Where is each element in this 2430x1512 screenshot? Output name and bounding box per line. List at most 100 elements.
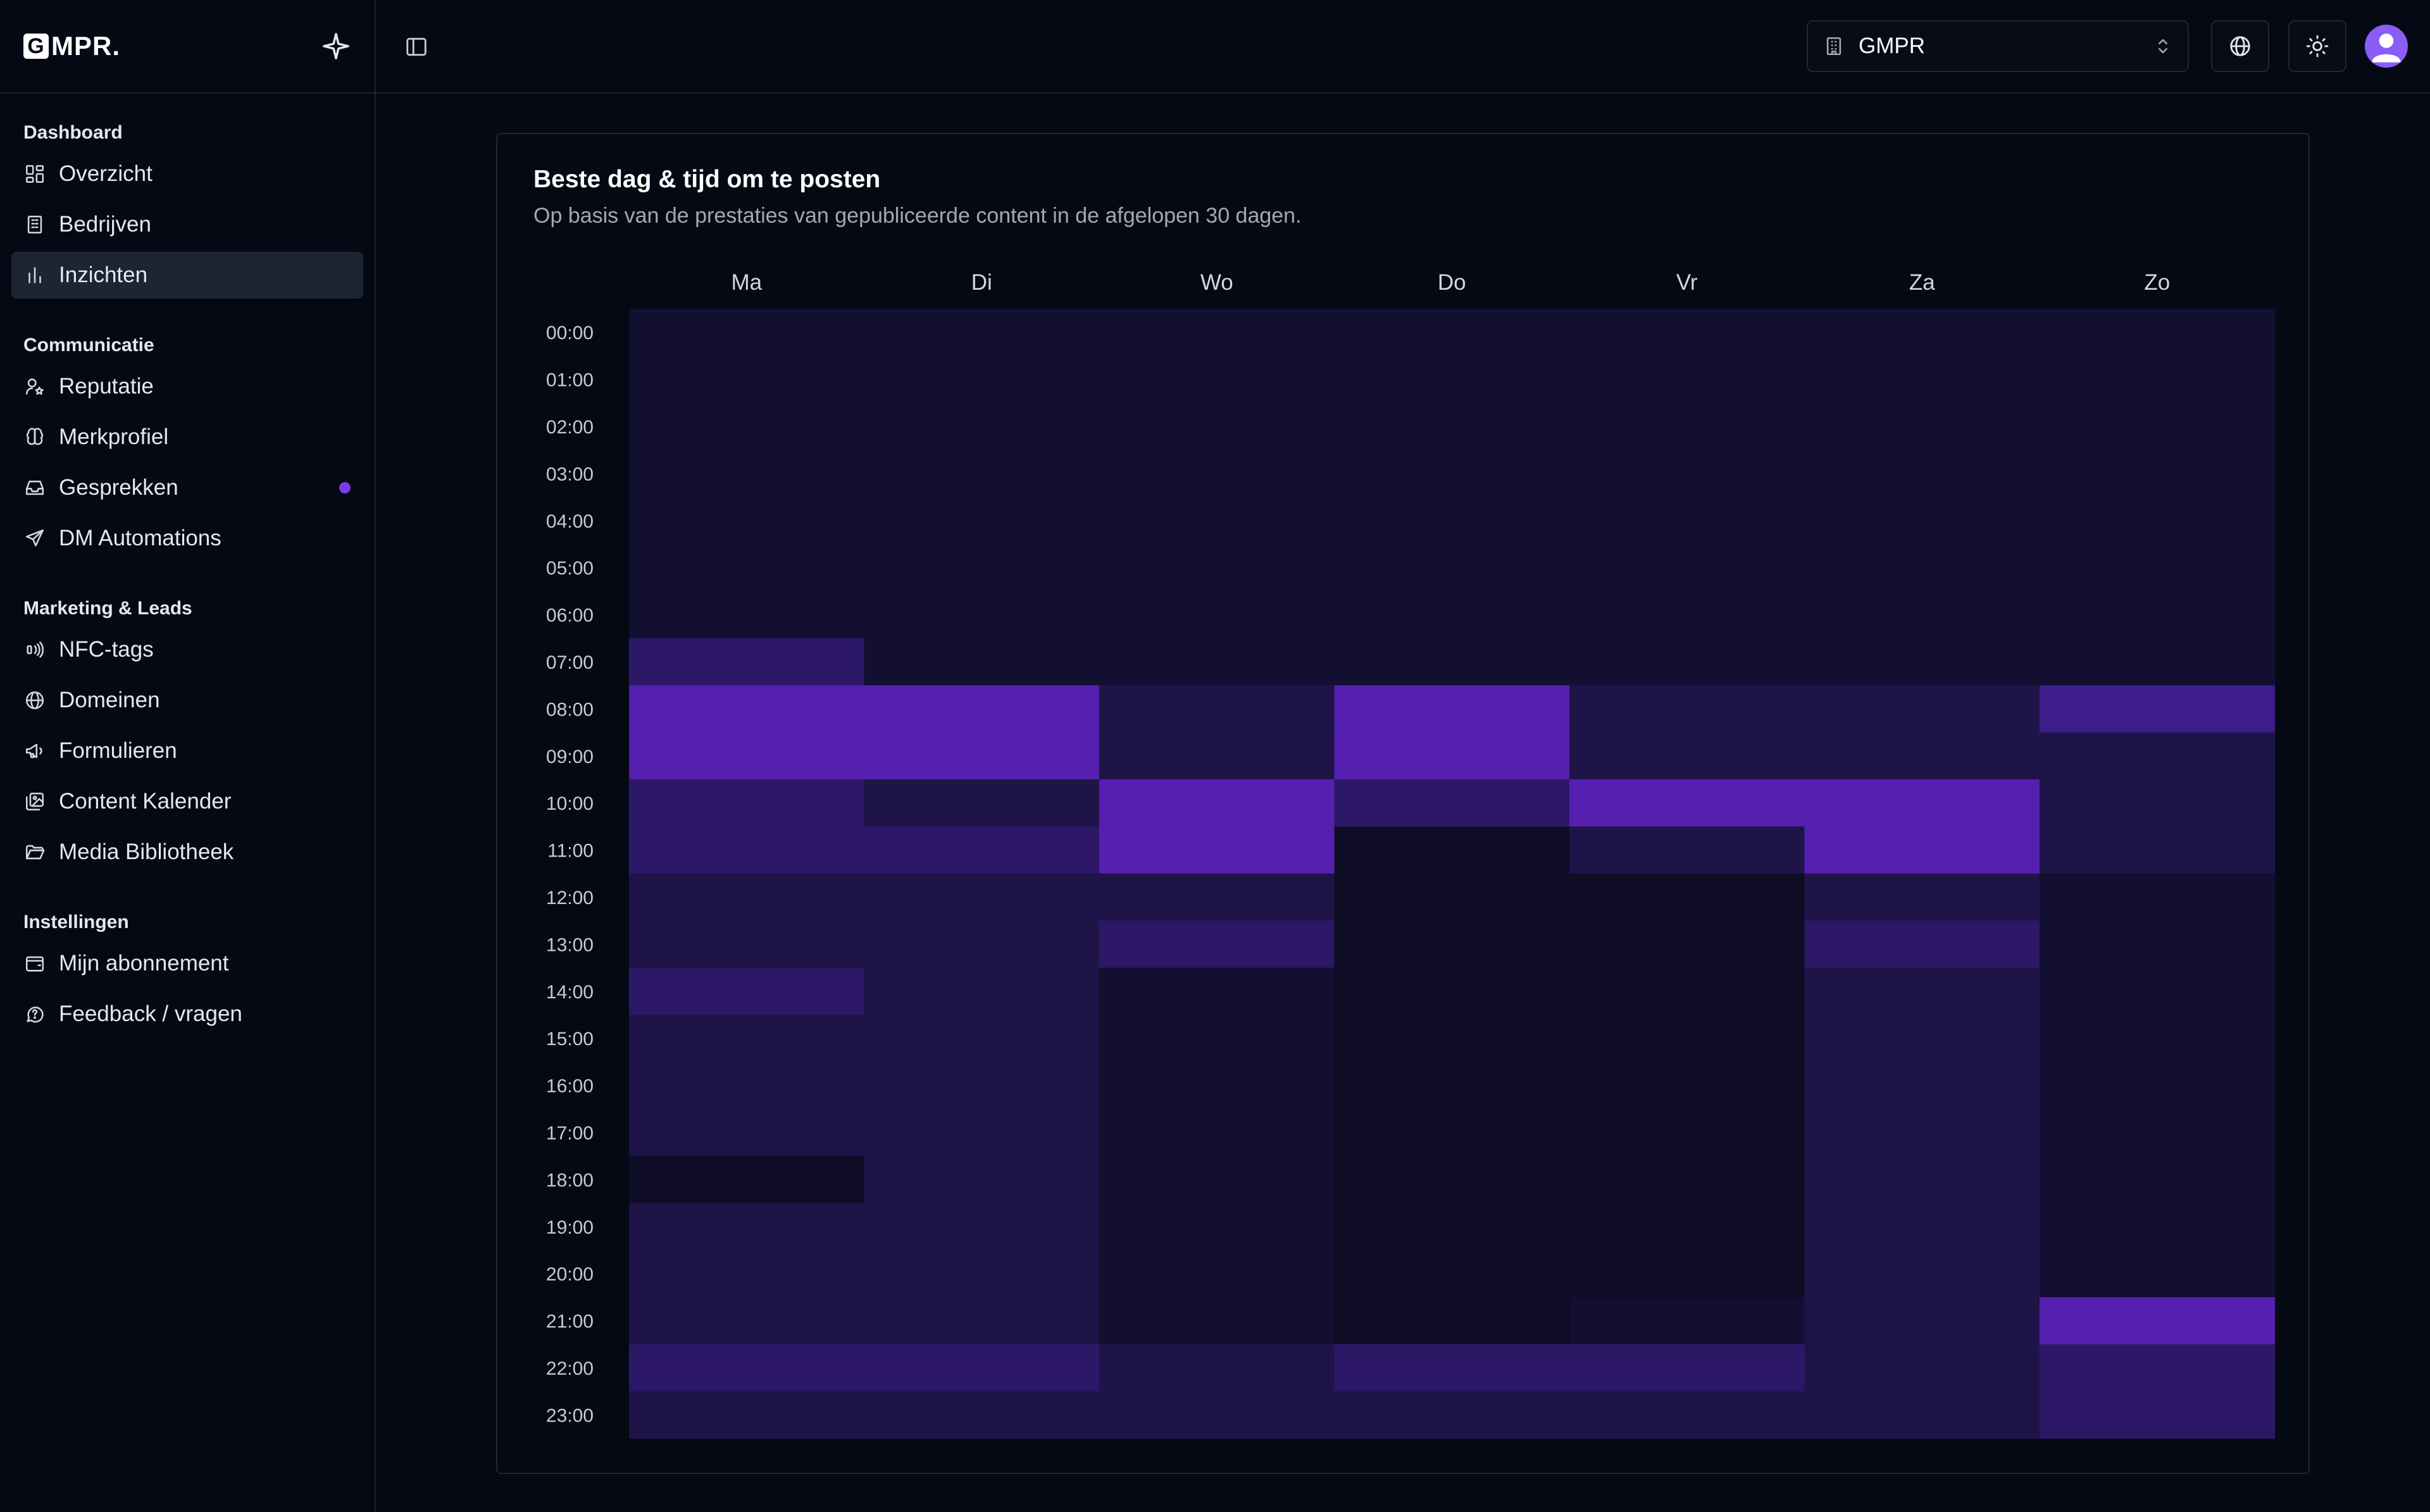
sidebar-toggle-icon[interactable] <box>401 32 432 62</box>
heatmap-cell[interactable] <box>1804 497 2040 545</box>
heatmap-cell[interactable] <box>1804 920 2040 969</box>
heatmap-cell[interactable] <box>2040 920 2276 969</box>
heatmap-cell[interactable] <box>1099 920 1335 969</box>
sidebar-item-inzichten[interactable]: Inzichten <box>11 252 363 299</box>
heatmap-cell[interactable] <box>2040 309 2276 356</box>
heatmap-cell[interactable] <box>629 1015 865 1062</box>
heatmap-cell[interactable] <box>2040 1344 2276 1392</box>
heatmap-cell[interactable] <box>2040 826 2276 874</box>
heatmap-cell[interactable] <box>1334 402 1570 450</box>
language-button[interactable] <box>2211 20 2269 72</box>
heatmap-cell[interactable] <box>1099 402 1335 450</box>
heatmap-cell[interactable] <box>1099 356 1335 404</box>
heatmap-cell[interactable] <box>1334 1062 1570 1110</box>
heatmap-cell[interactable] <box>1804 779 2040 827</box>
heatmap-cell[interactable] <box>1569 685 1805 733</box>
sidebar-item-content-kalender[interactable]: Content Kalender <box>11 778 363 825</box>
heatmap-cell[interactable] <box>1569 450 1805 498</box>
heatmap-cell[interactable] <box>1099 779 1335 827</box>
heatmap-cell[interactable] <box>864 450 1100 498</box>
heatmap-cell[interactable] <box>864 356 1100 404</box>
heatmap-cell[interactable] <box>864 402 1100 450</box>
heatmap-cell[interactable] <box>1569 544 1805 592</box>
heatmap-cell[interactable] <box>629 920 865 969</box>
heatmap-cell[interactable] <box>2040 638 2276 686</box>
sidebar-item-mijn-abonnement[interactable]: Mijn abonnement <box>11 940 363 987</box>
heatmap-cell[interactable] <box>1569 732 1805 780</box>
heatmap-cell[interactable] <box>1804 873 2040 921</box>
organization-select[interactable]: GMPR <box>1807 20 2189 72</box>
heatmap-cell[interactable] <box>1099 638 1335 686</box>
heatmap-cell[interactable] <box>1569 1156 1805 1204</box>
heatmap-cell[interactable] <box>1804 1062 2040 1110</box>
sidebar-item-nfc-tags[interactable]: NFC-tags <box>11 626 363 673</box>
heatmap-cell[interactable] <box>1334 732 1570 780</box>
heatmap-cell[interactable] <box>1334 873 1570 921</box>
heatmap-cell[interactable] <box>1099 1062 1335 1110</box>
heatmap-cell[interactable] <box>1099 1015 1335 1062</box>
heatmap-cell[interactable] <box>1569 967 1805 1015</box>
heatmap-cell[interactable] <box>864 873 1100 921</box>
heatmap-cell[interactable] <box>1569 1344 1805 1392</box>
heatmap-cell[interactable] <box>1804 1015 2040 1062</box>
heatmap-cell[interactable] <box>864 497 1100 545</box>
sidebar-item-overzicht[interactable]: Overzicht <box>11 151 363 197</box>
heatmap-cell[interactable] <box>1804 685 2040 733</box>
avatar[interactable] <box>2365 25 2408 68</box>
heatmap-cell[interactable] <box>864 309 1100 356</box>
heatmap-cell[interactable] <box>1099 591 1335 639</box>
heatmap-cell[interactable] <box>629 1108 865 1156</box>
heatmap-cell[interactable] <box>1099 497 1335 545</box>
heatmap-cell[interactable] <box>1334 1015 1570 1062</box>
heatmap-cell[interactable] <box>1569 826 1805 874</box>
heatmap-cell[interactable] <box>1099 732 1335 780</box>
heatmap-cell[interactable] <box>1569 920 1805 969</box>
heatmap-cell[interactable] <box>1334 920 1570 969</box>
heatmap-cell[interactable] <box>1099 873 1335 921</box>
heatmap-cell[interactable] <box>1334 544 1570 592</box>
heatmap-cell[interactable] <box>1099 544 1335 592</box>
heatmap-cell[interactable] <box>1099 1391 1335 1439</box>
heatmap-cell[interactable] <box>1099 1344 1335 1392</box>
heatmap-cell[interactable] <box>2040 1297 2276 1345</box>
heatmap-cell[interactable] <box>1804 1108 2040 1156</box>
heatmap-cell[interactable] <box>629 356 865 404</box>
heatmap-cell[interactable] <box>1099 1297 1335 1345</box>
heatmap-cell[interactable] <box>1334 1391 1570 1439</box>
heatmap-cell[interactable] <box>1099 1203 1335 1251</box>
sidebar-item-merkprofiel[interactable]: Merkprofiel <box>11 414 363 461</box>
heatmap-cell[interactable] <box>1099 1108 1335 1156</box>
heatmap-cell[interactable] <box>1334 1108 1570 1156</box>
heatmap-cell[interactable] <box>1569 497 1805 545</box>
heatmap-cell[interactable] <box>1804 1391 2040 1439</box>
heatmap-cell[interactable] <box>629 1391 865 1439</box>
heatmap-cell[interactable] <box>2040 732 2276 780</box>
heatmap-cell[interactable] <box>1334 1250 1570 1298</box>
heatmap-cell[interactable] <box>1334 591 1570 639</box>
heatmap-cell[interactable] <box>1569 309 1805 356</box>
heatmap-cell[interactable] <box>2040 497 2276 545</box>
heatmap-cell[interactable] <box>864 685 1100 733</box>
heatmap-cell[interactable] <box>864 779 1100 827</box>
heatmap-cell[interactable] <box>1569 1203 1805 1251</box>
heatmap-cell[interactable] <box>629 685 865 733</box>
heatmap-cell[interactable] <box>1099 1156 1335 1204</box>
sidebar-item-domeinen[interactable]: Domeinen <box>11 677 363 724</box>
heatmap-cell[interactable] <box>864 1391 1100 1439</box>
heatmap-cell[interactable] <box>864 1250 1100 1298</box>
heatmap-cell[interactable] <box>629 1203 865 1251</box>
heatmap-cell[interactable] <box>629 1344 865 1392</box>
heatmap-cell[interactable] <box>1804 826 2040 874</box>
brand-logo[interactable]: G MPR. <box>23 31 120 61</box>
heatmap-cell[interactable] <box>1334 309 1570 356</box>
heatmap-cell[interactable] <box>629 544 865 592</box>
heatmap-cell[interactable] <box>629 309 865 356</box>
heatmap-cell[interactable] <box>1804 1250 2040 1298</box>
heatmap-cell[interactable] <box>1804 450 2040 498</box>
heatmap-cell[interactable] <box>864 591 1100 639</box>
heatmap-cell[interactable] <box>629 779 865 827</box>
heatmap-cell[interactable] <box>629 450 865 498</box>
sidebar-item-gesprekken[interactable]: Gesprekken <box>11 464 363 511</box>
heatmap-cell[interactable] <box>2040 873 2276 921</box>
heatmap-cell[interactable] <box>1099 450 1335 498</box>
